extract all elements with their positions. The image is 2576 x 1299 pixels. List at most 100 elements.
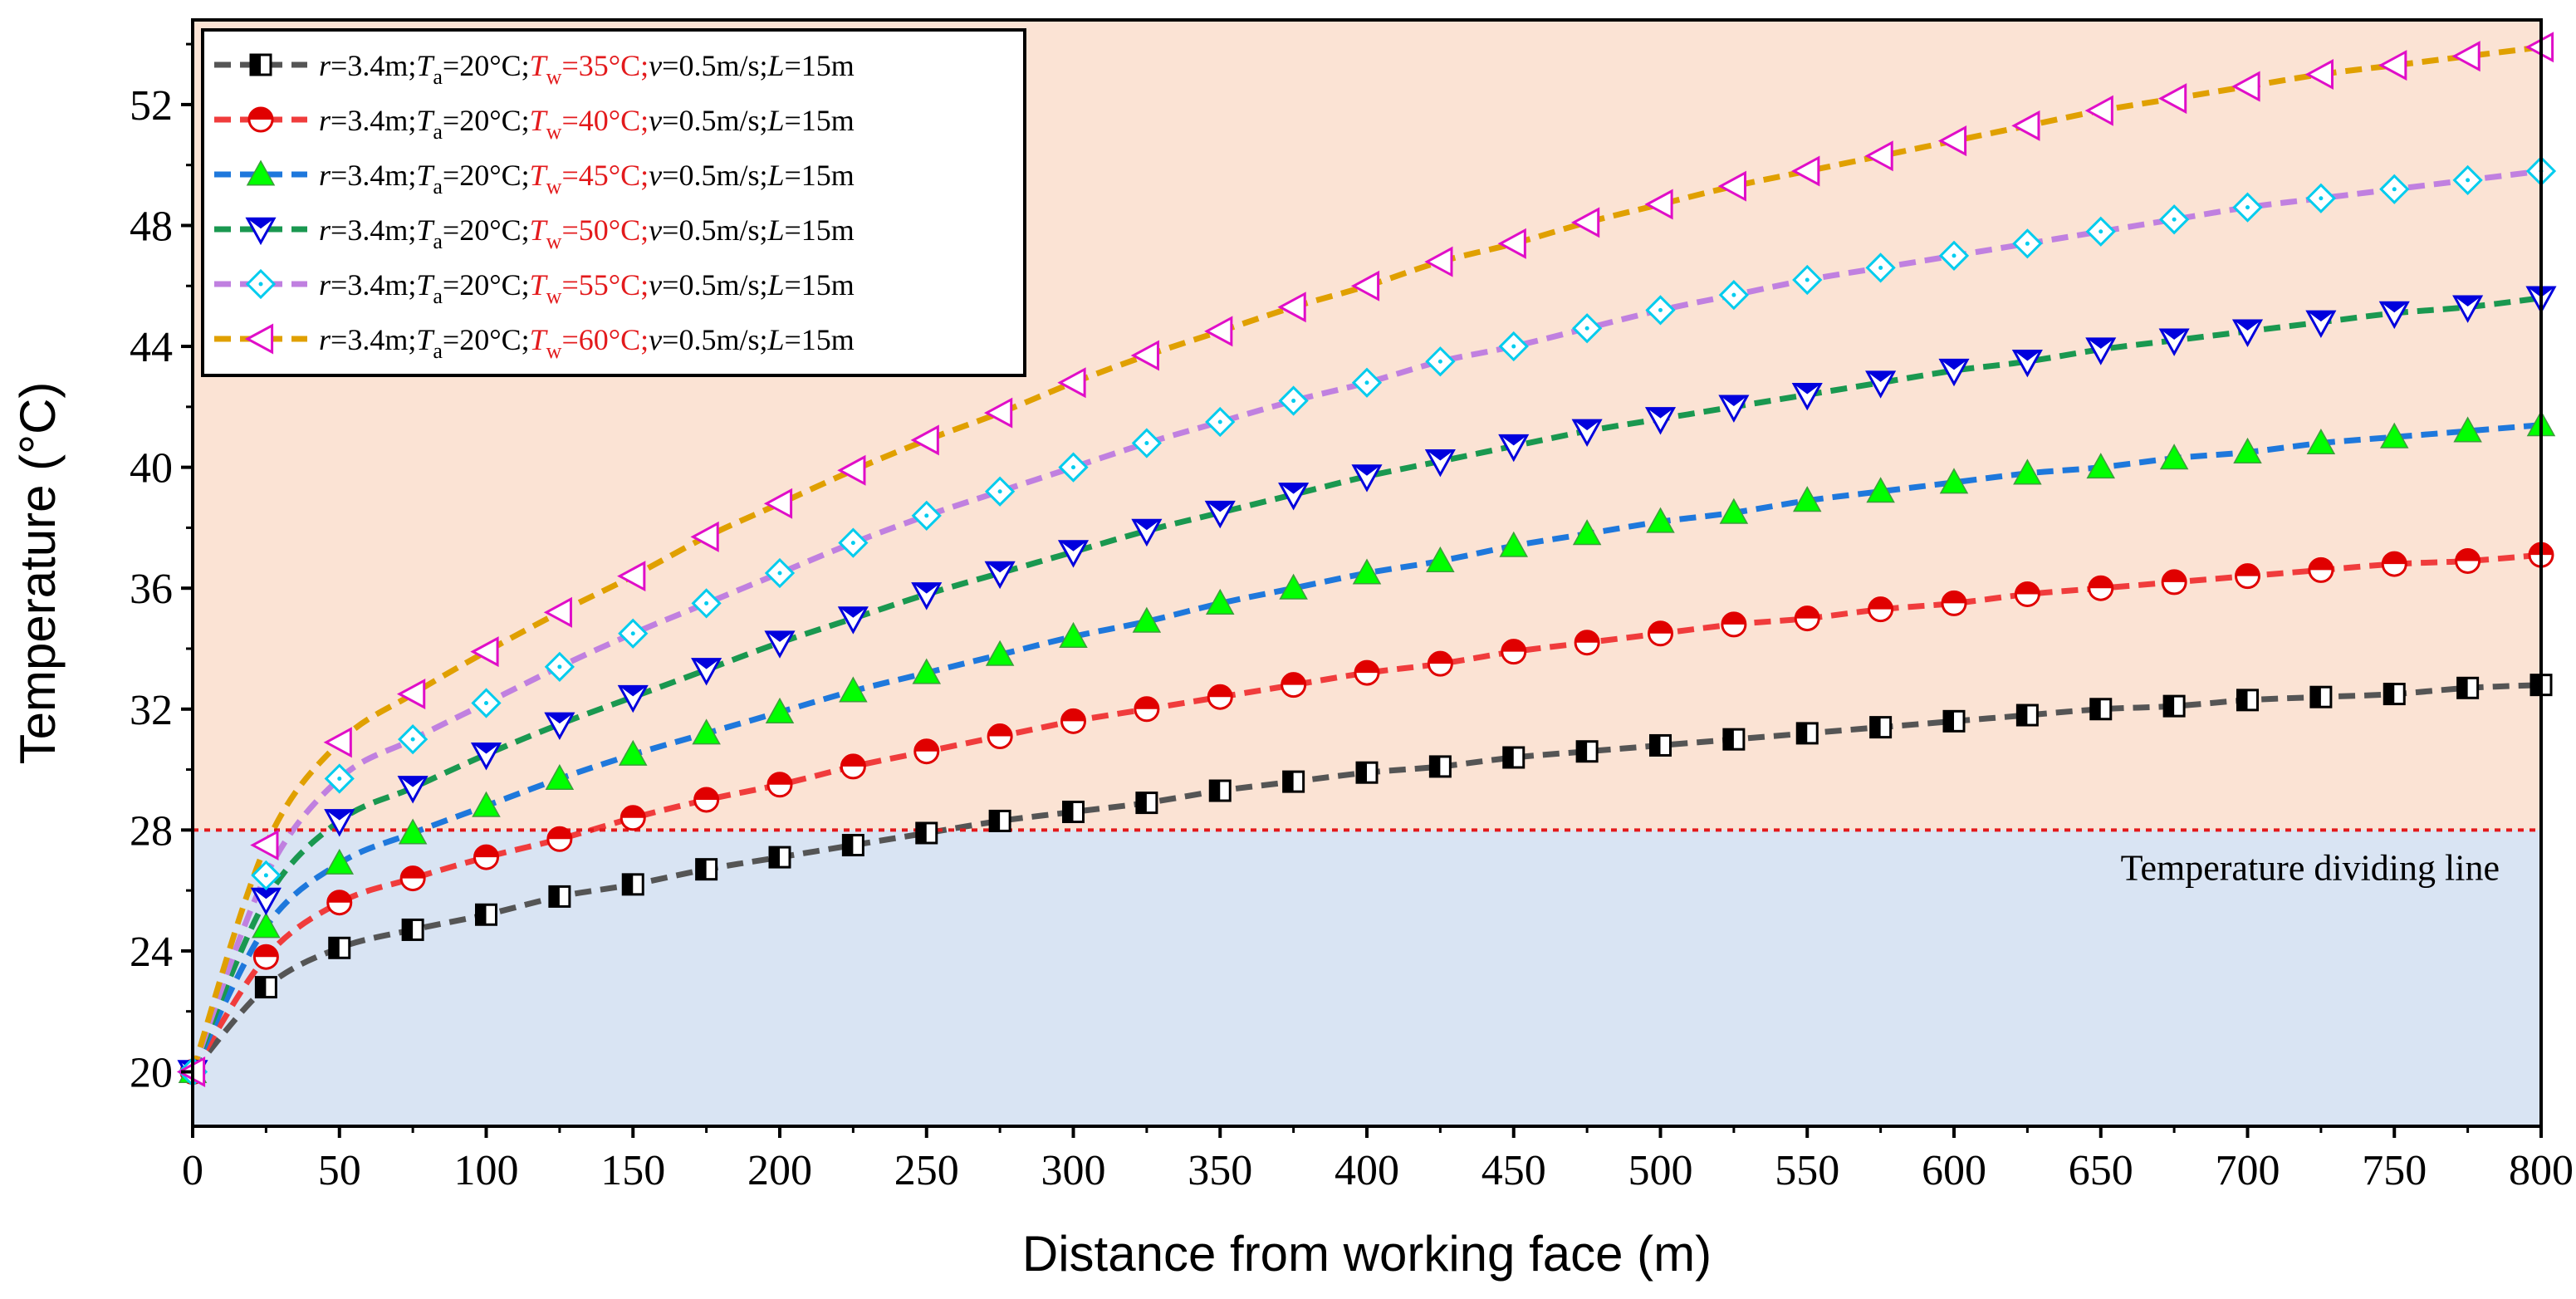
data-point-s1-775	[2456, 676, 2480, 699]
marker-body	[1352, 558, 1382, 585]
x-tick-label: 0	[182, 1147, 203, 1194]
marker-fill	[914, 739, 938, 752]
marker-fill	[2014, 350, 2041, 361]
marker-body	[1791, 155, 1820, 187]
legend-label-part: v	[649, 323, 662, 356]
marker-dot	[2172, 217, 2177, 222]
marker-body	[1350, 270, 1380, 301]
legend-label-part: =20°C;	[443, 323, 530, 356]
marker-dot	[704, 600, 709, 605]
marker-dot	[1217, 419, 1222, 424]
legend-label-part: =15m	[785, 323, 855, 356]
marker-dot	[997, 489, 1002, 494]
legend-box	[201, 28, 1026, 377]
data-point-s5-700	[2232, 192, 2263, 223]
legend-swatch-marker	[249, 53, 272, 76]
marker-fill	[252, 889, 280, 899]
marker-fill	[1577, 741, 1588, 762]
marker-fill	[1868, 597, 1893, 610]
data-point-s5-300	[1058, 452, 1089, 483]
legend-label-part: =15m	[785, 213, 855, 247]
marker-body	[839, 676, 868, 703]
data-point-s3-350	[1205, 588, 1235, 615]
legend-swatch-marker	[245, 268, 277, 300]
x-axis-title: Distance from working face (m)	[1022, 1226, 1712, 1282]
marker-fill	[1061, 709, 1085, 722]
x-tick-label: 200	[747, 1147, 812, 1194]
marker-fill	[1428, 652, 1452, 664]
marker-body	[1205, 588, 1235, 615]
data-point-s4-750	[2378, 301, 2410, 330]
data-point-s4-375	[1278, 483, 1310, 511]
data-point-s5-450	[1498, 331, 1529, 362]
data-point-s1-450	[1502, 746, 1526, 769]
marker-body	[246, 159, 276, 186]
data-point-s3-300	[1059, 621, 1088, 648]
marker-fill	[399, 777, 427, 787]
data-point-s2-400	[1354, 659, 1380, 686]
x-tick-label: 250	[894, 1147, 959, 1194]
marker-fill	[2089, 576, 2113, 589]
marker-fill	[2237, 689, 2248, 710]
legend-entry-2: r=3.4m;Ta=20°C;Tw=40°C;v=0.5m/s;L=15m	[214, 104, 855, 144]
data-point-s3-525	[1719, 498, 1749, 524]
legend-label-part: a	[433, 174, 443, 199]
data-point-s6-750	[2378, 50, 2407, 81]
x-tick-label: 50	[318, 1147, 361, 1194]
marker-body	[472, 791, 501, 817]
data-point-s6-675	[2157, 83, 2187, 115]
marker-body	[2084, 95, 2113, 126]
data-point-s4-450	[1498, 434, 1530, 463]
marker-body	[398, 818, 428, 845]
marker-fill	[2017, 705, 2028, 726]
marker-body	[1572, 519, 1602, 546]
data-point-s4-550	[1791, 382, 1823, 411]
data-point-s4-125	[544, 712, 575, 741]
data-point-s3-25	[252, 912, 281, 939]
legend-label-part: =20°C;	[443, 213, 530, 247]
data-point-s3-175	[692, 718, 721, 745]
data-point-s4-200	[764, 630, 796, 659]
legend-label-part: r	[319, 159, 331, 192]
legend-entry-3: r=3.4m;Ta=20°C;Tw=45°C;v=0.5m/s;L=15m	[214, 159, 855, 199]
marker-fill	[693, 659, 720, 669]
data-point-s6-200	[763, 488, 793, 519]
marker-fill	[549, 886, 560, 907]
data-point-s2-550	[1794, 605, 1820, 632]
marker-fill	[2307, 311, 2334, 322]
marker-body	[983, 397, 1013, 429]
data-point-s5-650	[2085, 216, 2116, 247]
marker-fill	[2087, 338, 2114, 349]
marker-body	[2453, 416, 2482, 443]
marker-body	[244, 323, 274, 355]
y-tick-label: 52	[130, 82, 173, 130]
data-point-s6-575	[1864, 140, 1893, 172]
data-point-s3-325	[1132, 606, 1162, 633]
marker-fill	[2310, 687, 2321, 708]
marker-fill	[766, 631, 793, 642]
data-point-s1-175	[695, 858, 718, 881]
marker-fill	[2384, 684, 2395, 704]
data-point-s2-300	[1060, 708, 1086, 734]
data-point-s4-75	[397, 776, 429, 804]
data-point-s4-525	[1718, 395, 1750, 423]
data-point-s4-675	[2158, 328, 2190, 356]
data-point-s4-225	[837, 606, 869, 635]
legend-label-part: r	[319, 213, 331, 247]
marker-fill	[254, 945, 278, 958]
marker-body	[1499, 531, 1529, 557]
data-point-s4-100	[470, 743, 502, 771]
marker-fill	[473, 743, 500, 754]
data-point-s5-525	[1718, 280, 1749, 311]
data-point-s6-700	[2231, 71, 2260, 102]
legend-label-part: r	[319, 268, 331, 301]
data-point-s1-350	[1208, 779, 1232, 802]
legend-label-part: =20°C;	[443, 268, 530, 301]
marker-dot	[2025, 241, 2030, 246]
series-line-4	[193, 295, 2541, 1073]
data-point-s3-575	[1866, 477, 1895, 503]
marker-fill	[1281, 673, 1305, 685]
marker-fill	[2162, 570, 2187, 582]
data-point-s6-725	[2304, 58, 2334, 91]
data-point-s5-150	[618, 618, 649, 649]
